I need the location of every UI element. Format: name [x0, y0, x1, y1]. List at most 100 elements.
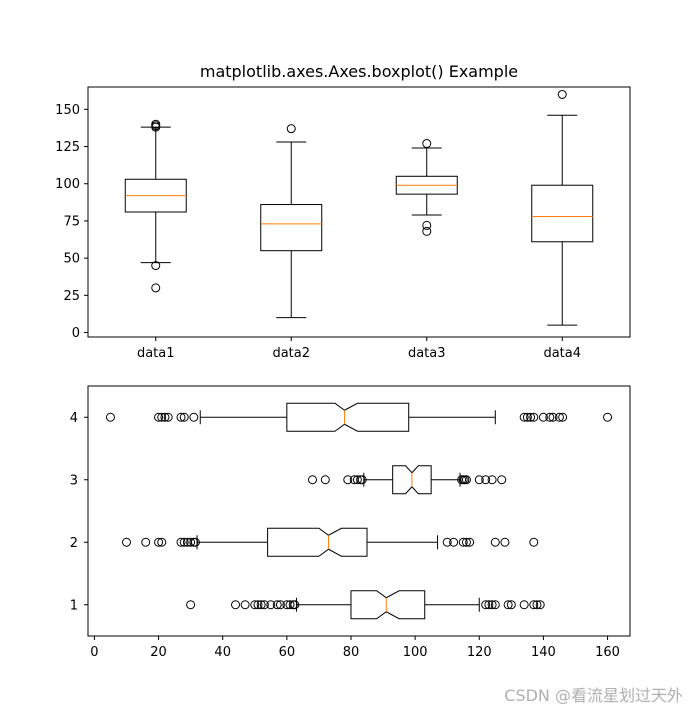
- flier-point: [151, 261, 161, 271]
- flier-point: [526, 412, 536, 422]
- flier-point: [157, 412, 167, 422]
- flier-point: [290, 600, 300, 610]
- flier-point: [105, 412, 115, 422]
- flier-point: [461, 537, 471, 547]
- y-tick-label: 50: [63, 252, 80, 267]
- flier-point: [529, 537, 539, 547]
- chart-title: matplotlib.axes.Axes.boxplot() Example: [200, 62, 518, 81]
- flier-point: [449, 537, 459, 547]
- bottom-axes-frame: [87, 385, 631, 637]
- flier-point: [465, 537, 475, 547]
- flier-point: [259, 600, 269, 610]
- flier-point: [272, 600, 282, 610]
- flier-point: [558, 412, 568, 422]
- watermark-text: CSDN @看流星划过天外: [504, 686, 683, 705]
- box: [260, 204, 323, 252]
- flier-point: [307, 475, 317, 485]
- x-tick-label: data4: [543, 346, 581, 361]
- x-tick-label: 40: [214, 645, 231, 660]
- flier-point: [286, 124, 296, 134]
- flier-point: [490, 537, 500, 547]
- flier-point: [458, 537, 468, 547]
- y-tick-label: 75: [63, 214, 80, 229]
- flier-point: [357, 475, 367, 485]
- x-tick-label: 20: [150, 645, 167, 660]
- flier-point: [557, 89, 567, 99]
- y-tick-label: 3: [70, 473, 78, 488]
- top-boxplot-area: 0 25 50 75 100 125 150 data1 data2 data3 data4: [55, 89, 594, 361]
- flier-point: [266, 600, 276, 610]
- flier-point: [253, 600, 263, 610]
- flier-point: [320, 475, 330, 485]
- flier-point: [343, 475, 353, 485]
- flier-point: [519, 412, 529, 422]
- flier-point: [154, 412, 164, 422]
- flier-point: [179, 537, 189, 547]
- flier-point: [240, 600, 250, 610]
- flier-point: [163, 412, 173, 422]
- flier-point: [490, 600, 500, 610]
- flier-point: [121, 537, 131, 547]
- x-tick-label: 100: [403, 645, 428, 660]
- flier-point: [154, 537, 164, 547]
- flier-point: [481, 475, 491, 485]
- flier-point: [151, 283, 161, 293]
- flier-point: [487, 475, 497, 485]
- box: [531, 184, 594, 243]
- flier-point: [176, 412, 186, 422]
- y-tick-label: 2: [70, 536, 78, 551]
- x-tick-label: 0: [90, 645, 98, 660]
- x-tick-label: 120: [467, 645, 492, 660]
- flier-point: [545, 412, 555, 422]
- flier-point: [250, 600, 260, 610]
- flier-point: [497, 475, 507, 485]
- flier-point: [461, 475, 471, 485]
- notched-box: [286, 402, 410, 432]
- flier-point: [535, 600, 545, 610]
- flier-point: [548, 412, 558, 422]
- x-tick-label: 160: [595, 645, 620, 660]
- flier-point: [519, 600, 529, 610]
- flier-point: [481, 600, 491, 610]
- flier-point: [503, 600, 513, 610]
- flier-point: [422, 220, 432, 230]
- flier-point: [151, 119, 161, 129]
- notched-box: [392, 465, 432, 495]
- flier-point: [186, 600, 196, 610]
- flier-point: [176, 537, 186, 547]
- flier-point: [603, 412, 613, 422]
- flier-point: [529, 412, 539, 422]
- flier-point: [500, 537, 510, 547]
- x-tick-label: data3: [408, 346, 446, 361]
- y-tick-label: 125: [55, 140, 80, 155]
- flier-point: [179, 412, 189, 422]
- flier-point: [256, 600, 266, 610]
- y-tick-label: 1: [70, 598, 78, 613]
- y-tick-label: 4: [70, 411, 78, 426]
- flier-point: [160, 412, 170, 422]
- y-tick-label: 150: [55, 103, 80, 118]
- x-tick-label: 60: [279, 645, 296, 660]
- notched-box: [350, 590, 426, 620]
- flier-point: [352, 475, 362, 485]
- flier-point: [157, 537, 167, 547]
- flier-point: [275, 600, 285, 610]
- flier-point: [554, 412, 564, 422]
- flier-point: [189, 412, 199, 422]
- x-tick-label: 140: [531, 645, 556, 660]
- flier-point: [487, 600, 497, 610]
- flier-point: [532, 600, 542, 610]
- flier-point: [190, 537, 200, 547]
- top-axes-frame: [87, 86, 631, 338]
- x-tick-label: 80: [343, 645, 360, 660]
- notched-box: [267, 527, 368, 557]
- flier-point: [285, 600, 295, 610]
- flier-point: [422, 139, 432, 149]
- x-tick-label: data2: [272, 346, 310, 361]
- x-tick-label: data1: [137, 346, 175, 361]
- y-tick-label: 0: [72, 326, 80, 341]
- flier-point: [141, 537, 151, 547]
- bottom-boxplot-area: 0 20 40 60 80 100 120 140 160 1 2 3 4: [70, 402, 620, 660]
